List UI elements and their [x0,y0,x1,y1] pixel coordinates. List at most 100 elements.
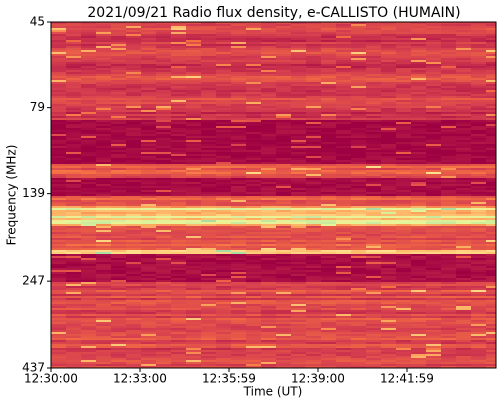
spectrogram-cell [351,346,367,349]
spectrogram-cell [216,114,232,117]
spectrogram-cell [201,182,217,185]
spectrogram-cell [486,162,497,165]
spectrogram-cell [156,352,172,355]
spectrogram-cell [141,306,157,309]
spectrogram-cell [441,204,457,207]
spectrogram-cell [456,268,472,271]
spectrogram-cell [81,308,97,311]
spectrogram-cell [261,238,277,241]
spectrogram-cell [96,72,112,75]
spectrogram-cell [351,164,367,167]
spectrogram-cell [231,300,247,303]
spectrogram-cell [156,170,172,173]
spectrogram-cell [51,292,67,295]
spectrogram-cell [396,306,412,309]
spectrogram-cell [456,202,472,205]
spectrogram-cell [156,284,172,287]
spectrogram-cell [66,288,82,291]
spectrogram-cell [171,322,187,325]
spectrogram-cell [411,254,427,257]
spectrogram-cell [111,354,127,357]
spectrogram-cell [141,194,157,197]
spectrogram-cell [456,62,472,65]
spectrogram-cell [216,342,232,345]
spectrogram-cell [486,60,497,63]
spectrogram-cell [141,162,157,165]
spectrogram-cell [51,204,67,207]
spectrogram-cell [141,26,157,29]
spectrogram-cell [471,220,487,223]
spectrogram-cell [96,248,112,251]
spectrogram-cell [291,44,307,47]
spectrogram-cell [291,106,307,109]
spectrogram-cell [351,304,367,307]
spectrogram-cell [141,294,157,297]
spectrogram-cell [66,82,82,85]
spectrogram-cell [411,186,427,189]
spectrogram-cell [426,88,442,91]
spectrogram-cell [216,218,232,221]
spectrogram-cell [201,298,217,301]
spectrogram-cell [291,84,307,87]
spectrogram-cell [426,210,442,213]
spectrogram-cell [186,98,202,101]
spectrogram-cell [156,208,172,211]
spectrogram-cell [216,264,232,267]
spectrogram-cell [126,284,142,287]
spectrogram-cell [81,92,97,95]
spectrogram-cell [51,42,67,45]
spectrogram-cell [171,154,187,157]
spectrogram-cell [126,282,142,285]
spectrogram-cell [276,118,292,121]
spectrogram-cell [66,240,82,243]
spectrogram-cell [321,80,337,83]
spectrogram-cell [96,172,112,175]
spectrogram-cell [276,130,292,133]
spectrogram-cell [456,106,472,109]
spectrogram-cell [96,328,112,331]
spectrogram-cell [201,72,217,75]
spectrogram-cell [141,94,157,97]
spectrogram-cell [276,106,292,109]
spectrogram-cell [336,70,352,73]
spectrogram-cell [366,202,382,205]
spectrogram-cell [351,72,367,75]
spectrogram-cell [471,260,487,263]
spectrogram-cell [276,184,292,187]
spectrogram-cell [306,98,322,101]
spectrogram-cell [276,128,292,131]
spectrogram-cell [261,284,277,287]
spectrogram-cell [141,232,157,235]
spectrogram-cell [321,348,337,351]
spectrogram-cell [486,62,497,65]
spectrogram-cell [141,36,157,39]
spectrogram-cell [396,318,412,321]
spectrogram-cell [291,330,307,333]
spectrogram-cell [321,40,337,43]
spectrogram-cell [246,80,262,83]
spectrogram-cell [171,270,187,273]
spectrogram-cell [366,162,382,165]
spectrogram-cell [231,252,247,255]
spectrogram-cell [276,92,292,95]
spectrogram-cell [261,22,277,25]
spectrogram-cell [201,64,217,67]
spectrogram-cell [201,350,217,353]
spectrogram-cell [411,166,427,169]
spectrogram-cell [411,46,427,49]
spectrogram-cell [111,168,127,171]
spectrogram-cell [456,188,472,191]
spectrogram-cell [231,68,247,71]
spectrogram-cell [306,336,322,339]
spectrogram-cell [396,232,412,235]
spectrogram-cell [66,244,82,247]
spectrogram-cell [276,100,292,103]
spectrogram-cell [111,78,127,81]
spectrogram-cell [471,196,487,199]
spectrogram-cell [246,222,262,225]
spectrogram-cell [336,26,352,29]
spectrogram-cell [321,200,337,203]
spectrogram-cell [336,274,352,277]
spectrogram-cell [246,40,262,43]
spectrogram-cell [486,142,497,145]
